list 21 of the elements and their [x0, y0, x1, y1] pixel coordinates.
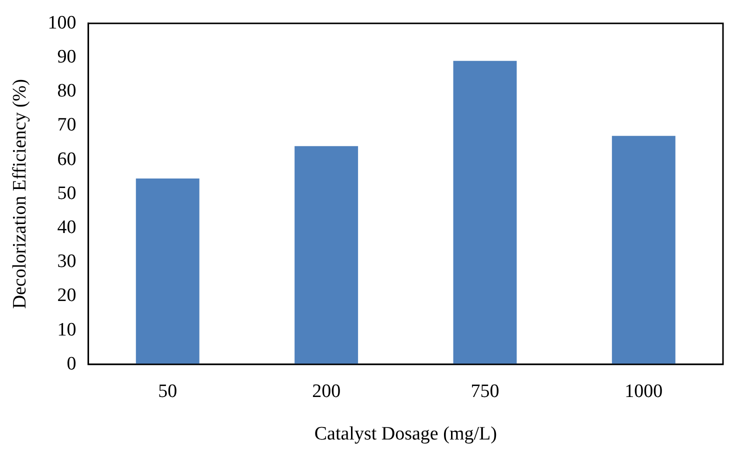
y-tick-label: 20	[57, 285, 76, 306]
bar	[453, 60, 517, 364]
x-tick-label: 1000	[624, 380, 663, 402]
bar	[612, 136, 676, 364]
y-tick-label: 10	[57, 319, 76, 340]
y-tick-label: 90	[57, 46, 76, 68]
y-tick-label: 40	[57, 216, 76, 238]
y-tick-label: 100	[48, 12, 76, 34]
bar	[294, 146, 358, 364]
y-tick-label: 70	[57, 114, 76, 136]
x-tick-label: 200	[312, 380, 341, 402]
bar	[136, 178, 200, 364]
y-axis-title: Decolorization Efficiency (%)	[9, 79, 30, 309]
y-tick-label: 30	[57, 251, 76, 272]
y-tick-label: 50	[57, 182, 76, 204]
x-axis-title: Catalyst Dosage (mg/L)	[314, 424, 497, 445]
y-tick-label: 80	[57, 80, 76, 102]
y-tick-label: 0	[66, 353, 76, 374]
x-tick-label: 750	[470, 380, 500, 402]
x-tick-label: 50	[158, 380, 178, 402]
y-tick-label: 60	[57, 148, 76, 170]
